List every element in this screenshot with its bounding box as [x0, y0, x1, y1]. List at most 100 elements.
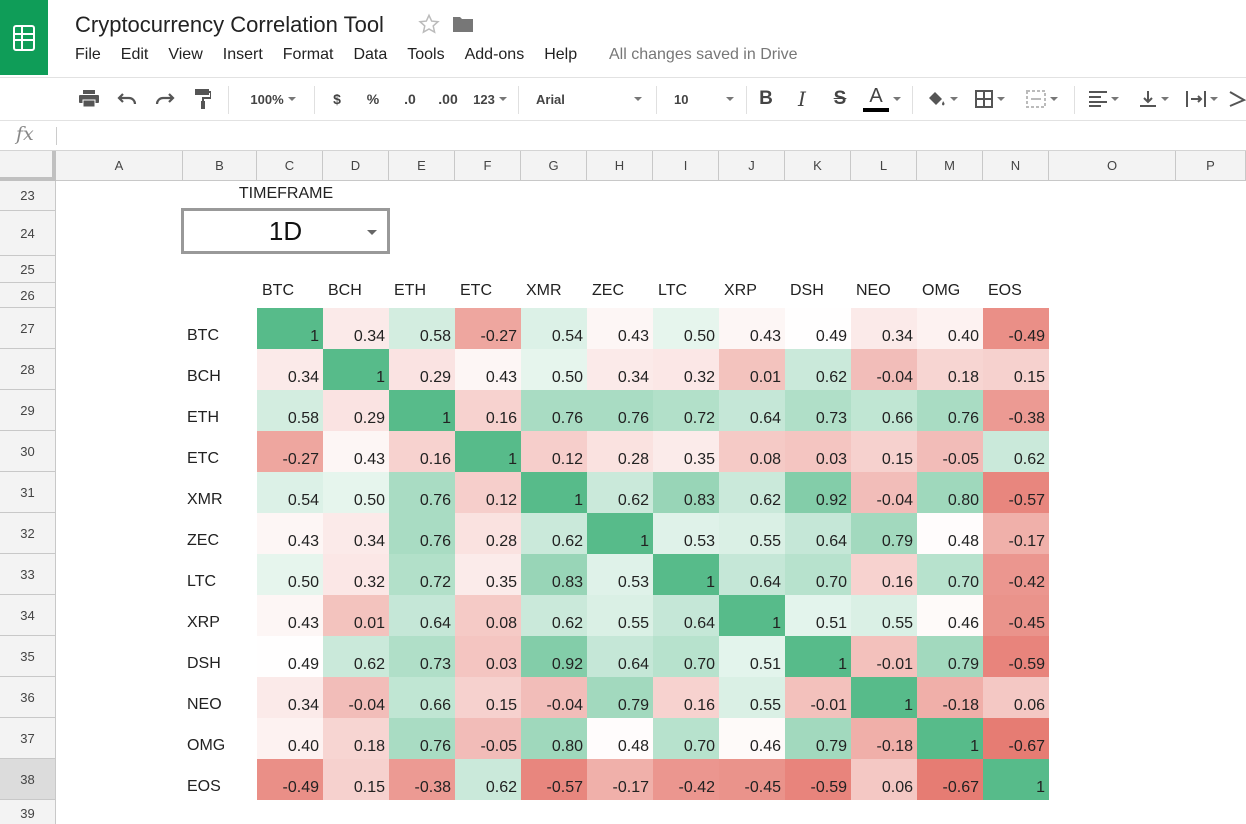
- text-color-button[interactable]: A: [862, 78, 902, 120]
- folder-icon[interactable]: [452, 15, 474, 38]
- fill-color-icon[interactable]: [922, 78, 962, 120]
- correlation-cell[interactable]: 0.08: [455, 595, 521, 636]
- correlation-cell[interactable]: 0.58: [389, 308, 455, 349]
- correlation-cell[interactable]: 0.66: [389, 677, 455, 718]
- row-header-25[interactable]: 25: [0, 256, 56, 283]
- correlation-cell[interactable]: 0.55: [719, 513, 785, 554]
- percent-format-button[interactable]: %: [362, 78, 384, 120]
- row-header-38[interactable]: 38: [0, 759, 56, 800]
- matrix-column-label-eos[interactable]: EOS: [988, 282, 1022, 299]
- correlation-cell[interactable]: 0.34: [257, 677, 323, 718]
- matrix-row-label-dsh[interactable]: DSH: [187, 655, 221, 672]
- row-header-24[interactable]: 24: [0, 211, 56, 256]
- correlation-cell[interactable]: 0.51: [719, 636, 785, 677]
- menu-file[interactable]: File: [75, 46, 101, 63]
- correlation-cell[interactable]: 1: [785, 636, 851, 677]
- matrix-column-label-ltc[interactable]: LTC: [658, 282, 688, 299]
- correlation-cell[interactable]: 0.80: [917, 472, 983, 513]
- correlation-cell[interactable]: 0.03: [785, 431, 851, 472]
- row-header-37[interactable]: 37: [0, 718, 56, 759]
- column-header-p[interactable]: P: [1176, 151, 1246, 181]
- row-header-35[interactable]: 35: [0, 636, 56, 677]
- correlation-cell[interactable]: 0.54: [521, 308, 587, 349]
- correlation-cell[interactable]: -0.42: [653, 759, 719, 800]
- column-header-j[interactable]: J: [719, 151, 785, 181]
- menu-format[interactable]: Format: [282, 46, 334, 63]
- correlation-cell[interactable]: 0.43: [587, 308, 653, 349]
- row-header-36[interactable]: 36: [0, 677, 56, 718]
- correlation-cell[interactable]: -0.04: [851, 349, 917, 390]
- correlation-cell[interactable]: 0.16: [389, 431, 455, 472]
- matrix-column-label-omg[interactable]: OMG: [922, 282, 961, 299]
- matrix-row-label-bch[interactable]: BCH: [187, 368, 221, 385]
- correlation-cell[interactable]: 0.55: [587, 595, 653, 636]
- correlation-cell[interactable]: 0.35: [455, 554, 521, 595]
- correlation-cell[interactable]: 0.62: [521, 513, 587, 554]
- matrix-row-label-omg[interactable]: OMG: [187, 737, 226, 754]
- correlation-cell[interactable]: 0.49: [257, 636, 323, 677]
- row-header-27[interactable]: 27: [0, 308, 56, 349]
- row-header-30[interactable]: 30: [0, 431, 56, 472]
- column-header-h[interactable]: H: [587, 151, 653, 181]
- column-header-i[interactable]: I: [653, 151, 719, 181]
- correlation-cell[interactable]: -0.17: [983, 513, 1049, 554]
- matrix-row-label-etc[interactable]: ETC: [187, 450, 219, 467]
- rotate-icon[interactable]: [1228, 78, 1246, 120]
- correlation-cell[interactable]: 0.12: [455, 472, 521, 513]
- correlation-cell[interactable]: -0.05: [917, 431, 983, 472]
- matrix-row-label-neo[interactable]: NEO: [187, 696, 222, 713]
- correlation-cell[interactable]: 0.28: [455, 513, 521, 554]
- correlation-cell[interactable]: 0.79: [917, 636, 983, 677]
- column-header-b[interactable]: B: [183, 151, 257, 181]
- matrix-column-label-neo[interactable]: NEO: [856, 282, 891, 299]
- correlation-cell[interactable]: 0.64: [389, 595, 455, 636]
- correlation-cell[interactable]: 0.50: [257, 554, 323, 595]
- menu-help[interactable]: Help: [544, 46, 578, 63]
- row-header-29[interactable]: 29: [0, 390, 56, 431]
- correlation-cell[interactable]: 0.70: [917, 554, 983, 595]
- italic-button[interactable]: I: [790, 78, 814, 120]
- correlation-cell[interactable]: 0.76: [389, 718, 455, 759]
- menu-tools[interactable]: Tools: [407, 46, 445, 63]
- correlation-cell[interactable]: 0.62: [785, 349, 851, 390]
- correlation-cell[interactable]: -0.01: [851, 636, 917, 677]
- merge-cells-icon[interactable]: [1018, 78, 1066, 120]
- matrix-column-label-etc[interactable]: ETC: [460, 282, 492, 299]
- correlation-cell[interactable]: -0.67: [917, 759, 983, 800]
- row-header-32[interactable]: 32: [0, 513, 56, 554]
- correlation-cell[interactable]: -0.04: [851, 472, 917, 513]
- column-header-g[interactable]: G: [521, 151, 587, 181]
- correlation-cell[interactable]: 0.62: [719, 472, 785, 513]
- correlation-cell[interactable]: 0.16: [653, 677, 719, 718]
- column-header-f[interactable]: F: [455, 151, 521, 181]
- correlation-cell[interactable]: 0.03: [455, 636, 521, 677]
- correlation-cell[interactable]: 0.62: [521, 595, 587, 636]
- column-header-n[interactable]: N: [983, 151, 1049, 181]
- correlation-cell[interactable]: 0.46: [719, 718, 785, 759]
- correlation-cell[interactable]: 0.06: [983, 677, 1049, 718]
- column-header-l[interactable]: L: [851, 151, 917, 181]
- correlation-cell[interactable]: 0.34: [851, 308, 917, 349]
- column-header-m[interactable]: M: [917, 151, 983, 181]
- correlation-cell[interactable]: -0.67: [983, 718, 1049, 759]
- correlation-cell[interactable]: 0.48: [917, 513, 983, 554]
- matrix-row-label-eos[interactable]: EOS: [187, 778, 221, 795]
- correlation-cell[interactable]: 0.34: [323, 308, 389, 349]
- correlation-cell[interactable]: 0.62: [587, 472, 653, 513]
- correlation-cell[interactable]: 0.55: [851, 595, 917, 636]
- correlation-cell[interactable]: 0.29: [323, 390, 389, 431]
- correlation-cell[interactable]: 0.64: [653, 595, 719, 636]
- matrix-column-label-eth[interactable]: ETH: [394, 282, 426, 299]
- correlation-cell[interactable]: 0.46: [917, 595, 983, 636]
- document-title[interactable]: Cryptocurrency Correlation Tool: [75, 12, 384, 37]
- matrix-row-label-ltc[interactable]: LTC: [187, 573, 217, 590]
- redo-icon[interactable]: [152, 78, 178, 120]
- matrix-column-label-bch[interactable]: BCH: [328, 282, 362, 299]
- correlation-cell[interactable]: 0.55: [719, 677, 785, 718]
- correlation-cell[interactable]: 0.83: [521, 554, 587, 595]
- correlation-cell[interactable]: 0.18: [917, 349, 983, 390]
- correlation-cell[interactable]: 0.35: [653, 431, 719, 472]
- text-wrap-icon[interactable]: [1180, 78, 1224, 120]
- correlation-cell[interactable]: -0.05: [455, 718, 521, 759]
- currency-format-button[interactable]: $: [326, 78, 348, 120]
